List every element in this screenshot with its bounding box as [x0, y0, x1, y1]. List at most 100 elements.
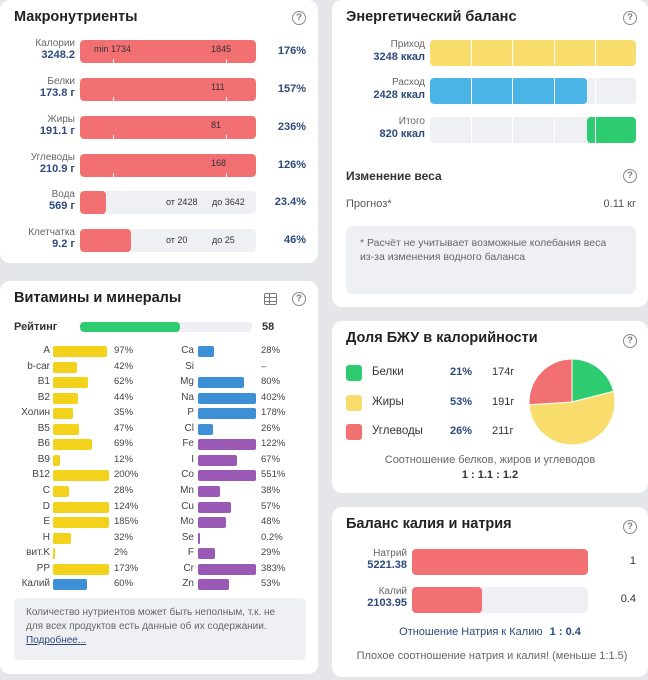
bar-tick: [226, 135, 227, 139]
kna-row-name: Калий: [378, 586, 407, 597]
vitamin-name: Холин: [21, 407, 50, 419]
macro-row-mid-label: 168: [211, 158, 227, 168]
energy-help-icon[interactable]: ?: [623, 11, 637, 25]
bju-row-percent: 53%: [450, 396, 473, 408]
macro-row-mid-label: 1845: [211, 44, 232, 54]
more-link[interactable]: Подробнее...: [26, 635, 87, 646]
macro-row-mid-label: до 25: [212, 235, 235, 245]
macro-row-bar: от 2428 до 3642: [80, 191, 256, 214]
vitamin-bar: [53, 392, 78, 404]
vitamin-name: C: [42, 484, 50, 496]
rating-value: 58: [262, 321, 275, 333]
mineral-name: Mo: [180, 516, 194, 528]
macro-row-bar: 168: [80, 154, 256, 177]
macro-row-fill: [80, 116, 256, 139]
vitamin-name: B1: [37, 376, 50, 388]
mineral-bar: [198, 501, 232, 513]
mineral-name: Cr: [183, 562, 194, 574]
vitamin-bar: [53, 346, 108, 357]
bju-row-percent: 21%: [450, 366, 473, 378]
mineral-percent: 383%: [261, 562, 286, 574]
mineral-bar: [198, 470, 256, 482]
macro-row-percent: 176%: [277, 45, 306, 57]
energy-note: * Расчёт не учитывает возможные колебани…: [346, 226, 636, 294]
mineral-percent: 80%: [261, 376, 281, 388]
mineral-bar: [198, 392, 256, 404]
kna-title: Баланс калия и натрия: [346, 516, 512, 532]
mineral-percent: 26%: [261, 422, 281, 434]
bju-ratio-label: Соотношение белков, жиров и углеводов: [384, 454, 596, 466]
kna-card: Баланс калия и натрия ? Натрий 5221.38 1 Ка…: [332, 507, 648, 677]
kna-ratio-value: 1 : 0.4: [549, 626, 581, 638]
bar-separator: [594, 78, 596, 104]
vitamin-name: B2: [37, 391, 50, 403]
vitamin-bar: [53, 532, 71, 544]
macro-row-value: 191.1 г: [39, 125, 75, 137]
vitamin-percent: 97%: [114, 345, 134, 356]
macro-help-icon[interactable]: ?: [292, 11, 306, 25]
kna-row-name: Натрий: [373, 548, 407, 559]
energy-row-value: 820 ккал: [379, 128, 425, 140]
macro-row-mid-label: 81: [211, 120, 222, 130]
weight-change-title: Изменение веса: [346, 169, 442, 183]
vitamin-bar: [53, 377, 88, 389]
vitamin-bar: [53, 579, 87, 591]
mineral-name: Co: [181, 469, 194, 481]
vitamin-name: PP: [36, 562, 50, 574]
macro-row-mid-label: до 3642: [212, 197, 245, 207]
vitamin-bar: [53, 501, 109, 513]
forecast-value: 0.11 кг: [603, 198, 636, 210]
mineral-bar: [198, 439, 256, 451]
kna-row-ratio: 1: [629, 555, 636, 567]
vitamins-card: Витамины и минералы ? Рейтинг 58 A 97% b-c…: [0, 281, 318, 674]
bju-help-icon[interactable]: ?: [623, 334, 637, 348]
mineral-bar: [198, 377, 245, 389]
bar-separator: [471, 117, 473, 143]
bar-separator: [512, 78, 514, 104]
macro-row-value: 210.9 г: [39, 163, 75, 175]
mineral-percent: 48%: [261, 516, 281, 528]
macro-card: Макронутриенты ? Калории 3248.2 min 1734 18…: [0, 0, 318, 263]
kna-row-bar: [412, 549, 588, 575]
forecast-label: Прогноз*: [346, 198, 392, 210]
bar-separator: [512, 40, 514, 66]
vitamin-name: Калий: [21, 578, 50, 590]
mineral-bar: [198, 517, 226, 529]
vitamin-bar: [53, 423, 80, 435]
bar-tick: [226, 59, 227, 63]
weight-help-icon[interactable]: ?: [623, 169, 637, 183]
vitamin-bar: [53, 563, 109, 575]
bar-separator: [553, 78, 555, 104]
rating-label: Рейтинг: [14, 321, 58, 333]
kna-ratio-label: Отношение Натрия к Калию: [399, 626, 543, 638]
bar-separator: [594, 117, 596, 143]
bar-separator: [471, 40, 473, 66]
vitamin-name: b-car: [27, 360, 50, 372]
macro-row-min-label: от 20: [166, 235, 188, 245]
kna-help-icon[interactable]: ?: [623, 520, 637, 534]
mineral-bar: [198, 408, 256, 420]
macro-row-mid-label: 111: [211, 82, 225, 92]
vitamins-help-icon[interactable]: ?: [292, 292, 306, 306]
table-view-icon[interactable]: [264, 293, 277, 305]
vitamin-bar: [53, 485, 69, 497]
vitamins-note-text: Количество нутриентов может быть неполны…: [26, 607, 276, 632]
mineral-percent: 0.2%: [261, 531, 283, 543]
bar-separator: [553, 40, 555, 66]
mineral-name: Mg: [180, 376, 194, 388]
vitamin-bar: [53, 454, 60, 466]
vitamin-name: B6: [37, 438, 50, 450]
macro-row-fill: [80, 229, 132, 252]
macro-row-bar: 81: [80, 116, 256, 139]
bar-separator: [594, 40, 596, 66]
kna-row-fill: [412, 587, 483, 613]
vitamin-percent: 60%: [114, 578, 134, 590]
kna-row-value: 2103.95: [367, 597, 407, 609]
mineral-name: Se: [181, 531, 194, 543]
mineral-name: Mn: [180, 484, 194, 496]
vitamin-percent: 32%: [114, 531, 134, 543]
mineral-bar: [198, 346, 215, 357]
macro-row-min-label: min 1734: [94, 44, 132, 54]
energy-row-bar: [430, 117, 636, 143]
energy-row-fill: [430, 40, 636, 66]
